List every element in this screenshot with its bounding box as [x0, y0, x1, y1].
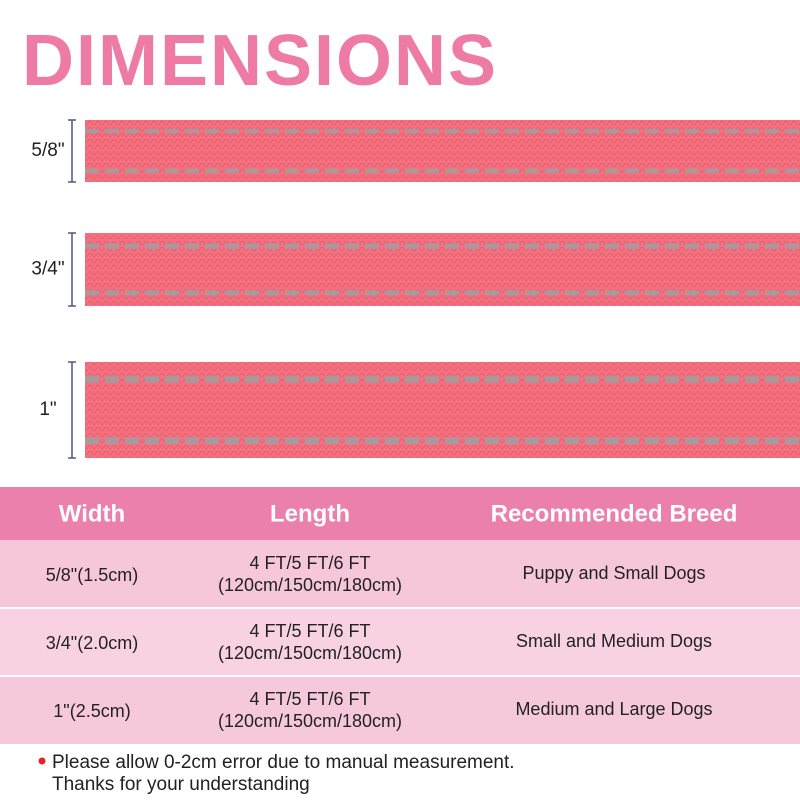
- bullet: [38, 757, 46, 765]
- strap: [85, 233, 800, 306]
- strap-label: 1": [39, 399, 56, 420]
- strap-label: 3/4": [31, 259, 64, 280]
- table-row: [0, 540, 800, 608]
- table-cell: Small and Medium Dogs: [516, 631, 712, 651]
- table-cell: (120cm/150cm/180cm): [218, 711, 402, 731]
- table-row: [0, 608, 800, 676]
- column-header: Recommended Breed: [491, 500, 738, 527]
- note-line: Thanks for your understanding: [52, 774, 310, 795]
- table-row: [0, 676, 800, 744]
- table-cell: 3/4"(2.0cm): [46, 633, 138, 653]
- strap: [85, 362, 800, 458]
- table-cell: (120cm/150cm/180cm): [218, 575, 402, 595]
- strap: [85, 120, 800, 182]
- title: DIMENSIONS: [22, 21, 498, 101]
- table-cell: (120cm/150cm/180cm): [218, 643, 402, 663]
- table-cell: Medium and Large Dogs: [515, 699, 712, 719]
- strap-label: 5/8": [31, 140, 64, 161]
- column-header: Width: [59, 500, 125, 527]
- table-cell: 4 FT/5 FT/6 FT: [249, 621, 370, 641]
- table-header: [0, 487, 800, 540]
- note-line: Please allow 0-2cm error due to manual m…: [52, 752, 515, 773]
- table-cell: 4 FT/5 FT/6 FT: [249, 689, 370, 709]
- table-cell: 4 FT/5 FT/6 FT: [249, 553, 370, 573]
- column-header: Length: [270, 500, 350, 527]
- table-cell: 1"(2.5cm): [53, 701, 130, 721]
- table-cell: Puppy and Small Dogs: [522, 563, 705, 583]
- table-cell: 5/8"(1.5cm): [46, 565, 138, 585]
